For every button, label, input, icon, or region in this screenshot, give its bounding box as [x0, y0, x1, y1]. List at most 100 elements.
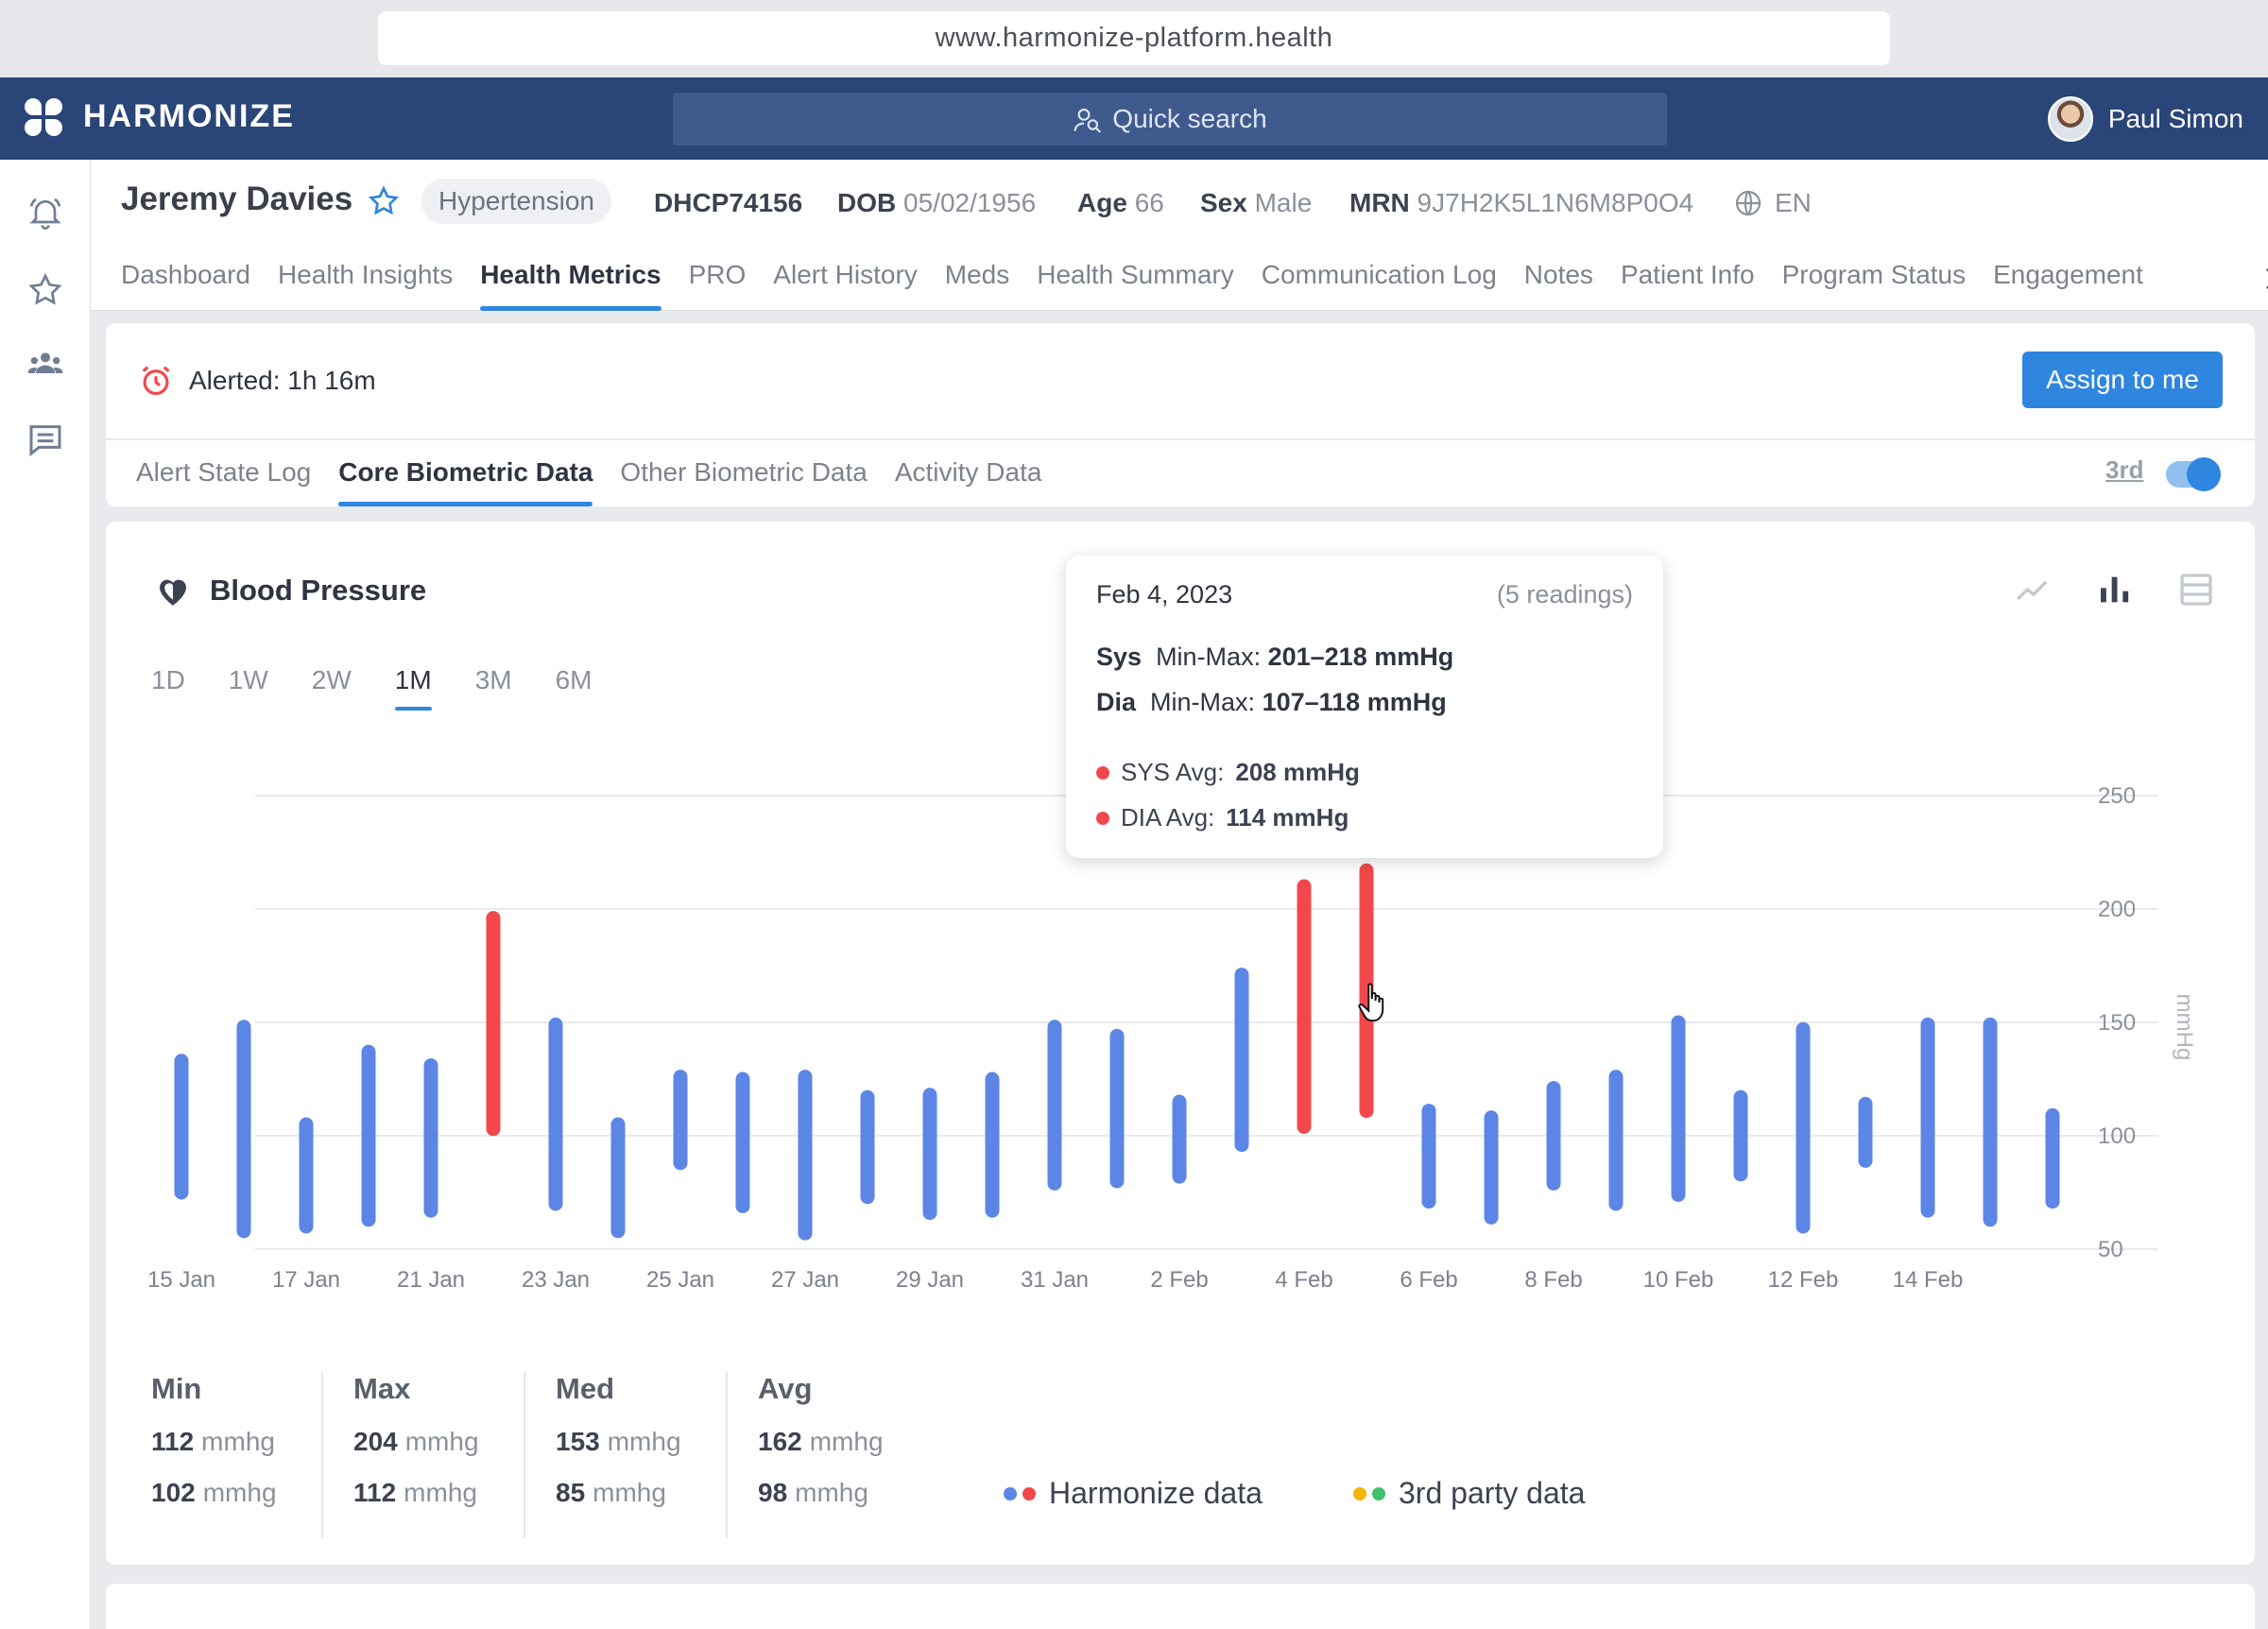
chart-title: Blood Pressure — [153, 571, 426, 610]
stat-divider — [524, 1372, 525, 1538]
range-1m[interactable]: 1M — [394, 665, 432, 711]
tab-program-status[interactable]: Program Status — [1781, 260, 1967, 289]
tab-communication-log[interactable]: Communication Log — [1261, 260, 1497, 289]
alert-text: Alerted: 1h 16m — [189, 366, 376, 395]
tab-pro[interactable]: PRO — [688, 260, 747, 289]
chart-title-text: Blood Pressure — [210, 574, 427, 607]
x-tick-label: 4 Feb — [1275, 1267, 1332, 1293]
condition-badge: Hypertension — [421, 179, 611, 224]
tab-meds[interactable]: Meds — [944, 260, 1010, 289]
assign-to-me-button[interactable]: Assign to me — [2022, 352, 2223, 408]
x-tick-label: 27 Jan — [771, 1267, 839, 1293]
x-tick-label: 12 Feb — [1768, 1267, 1839, 1293]
user-menu[interactable]: Paul Simon — [2047, 96, 2243, 142]
tooltip-sys-avg: SYS Avg: 208 mmHg — [1096, 758, 1360, 787]
globe-icon — [1735, 190, 1761, 216]
hand-cursor-icon — [1358, 983, 1384, 1022]
tab-health-metrics[interactable]: Health Metrics — [480, 260, 662, 311]
stat-divider — [726, 1372, 728, 1538]
subtab-core-biometric-data[interactable]: Core Biometric Data — [338, 457, 593, 506]
stat-min: Min 112 mmhg 102 mmhg — [151, 1372, 340, 1538]
search-placeholder: Quick search — [1112, 104, 1267, 133]
tab-alert-history[interactable]: Alert History — [773, 260, 918, 289]
alarm-clock-icon — [142, 366, 170, 396]
quick-search-input[interactable]: Quick search — [673, 93, 1667, 146]
time-range-selector: 1D 1W 2W 1M 3M 6M — [151, 665, 636, 711]
user-search-icon — [1074, 108, 1102, 133]
subtab-activity-data[interactable]: Activity Data — [894, 457, 1042, 487]
app-bar: HARMONIZE Quick search Paul Simon — [0, 77, 2268, 160]
address-bar[interactable]: www.harmonize-platform.health — [378, 11, 1890, 65]
x-tick-label: 6 Feb — [1400, 1267, 1457, 1293]
table-view-icon[interactable] — [2177, 571, 2215, 609]
legend-harmonize-label: Harmonize data — [1049, 1476, 1263, 1510]
x-tick-label: 8 Feb — [1524, 1267, 1582, 1293]
line-chart-icon[interactable] — [2015, 571, 2053, 609]
tab-patient-info[interactable]: Patient Info — [1620, 260, 1755, 289]
stat-label: Avg — [758, 1372, 813, 1405]
stat-dia: 112 mmhg — [353, 1478, 477, 1507]
brand-name: HARMONIZE — [83, 98, 295, 134]
stat-sys: 112 mmhg — [151, 1427, 275, 1456]
range-3m[interactable]: 3M — [474, 665, 512, 694]
star-icon[interactable] — [26, 271, 64, 309]
patient-id: DHCP74156 — [654, 188, 803, 217]
x-tick-label: 23 Jan — [522, 1267, 590, 1293]
stat-divider — [321, 1372, 323, 1538]
range-6m[interactable]: 6M — [555, 665, 593, 694]
y-tick-label: 250 — [2098, 783, 2136, 809]
patients-group-icon[interactable] — [26, 345, 64, 383]
patient-tabs: Dashboard Health Insights Health Metrics PR… — [121, 260, 2171, 311]
third-party-toggle[interactable] — [2166, 457, 2221, 491]
legend-harmonize: Harmonize data — [1004, 1476, 1263, 1511]
tooltip-sys-range: Sys Min-Max: 201–218 mmHg — [1096, 643, 1454, 671]
patient-sex: Sex Male — [1200, 188, 1313, 217]
patient-age: Age 66 — [1077, 188, 1164, 217]
patient-dob: DOB 05/02/1956 — [837, 188, 1037, 217]
range-1d[interactable]: 1D — [151, 665, 185, 694]
x-tick-label: 17 Jan — [272, 1267, 340, 1293]
tooltip-dia-range: Dia Min-Max: 107–118 mmHg — [1096, 688, 1447, 716]
avatar — [2047, 96, 2093, 142]
x-tick-label: 21 Jan — [397, 1267, 465, 1293]
messages-icon[interactable] — [26, 420, 64, 458]
x-tick-label: 2 Feb — [1150, 1267, 1208, 1293]
x-tick-label: 10 Feb — [1643, 1267, 1714, 1293]
third-party-icon: 3rd — [2105, 455, 2144, 484]
y-tick-label: 200 — [2098, 897, 2136, 922]
data-subtabs: Alert State Log Core Biometric Data Other … — [136, 457, 1069, 506]
alert-card: Alerted: 1h 16m Assign to me Alert State… — [106, 323, 2255, 506]
chart-tooltip: Feb 4, 2023 (5 readings) Sys Min-Max: 20… — [1066, 556, 1663, 858]
tooltip-readings-count: (5 readings) — [1496, 580, 1633, 609]
stat-sys: 204 mmhg — [353, 1427, 479, 1456]
tab-health-summary[interactable]: Health Summary — [1037, 260, 1234, 289]
bar-chart-icon[interactable] — [2096, 571, 2134, 609]
patient-name: Jeremy Davies — [121, 180, 353, 217]
blood-pressure-chart: 50 100 150 200 250 mmHg 15 Jan 17 Jan 21 Jan 23 J… — [147, 783, 2197, 1293]
stat-dia: 98 mmhg — [758, 1478, 868, 1507]
range-1w[interactable]: 1W — [228, 665, 268, 694]
stat-med: Med 153 mmhg 85 mmhg — [556, 1372, 745, 1538]
tab-notes[interactable]: Notes — [1523, 260, 1593, 289]
stat-dia: 102 mmhg — [151, 1478, 277, 1507]
bell-alert-icon[interactable] — [26, 194, 64, 231]
alert-status: Alerted: 1h 16m — [138, 363, 376, 399]
tooltip-date: Feb 4, 2023 — [1096, 580, 1233, 609]
subtab-alert-state-log[interactable]: Alert State Log — [136, 457, 312, 487]
tab-dashboard[interactable]: Dashboard — [121, 260, 250, 289]
y-tick-label: 150 — [2098, 1010, 2136, 1036]
x-tick-label: 25 Jan — [646, 1267, 714, 1293]
favorite-star-icon[interactable] — [367, 184, 401, 218]
range-2w[interactable]: 2W — [311, 665, 352, 694]
legend-third-party: 3rd party data — [1353, 1476, 1585, 1511]
subtab-other-biometric-data[interactable]: Other Biometric Data — [620, 457, 868, 487]
stat-sys: 162 mmhg — [758, 1427, 884, 1456]
x-tick-label: 31 Jan — [1021, 1267, 1089, 1293]
language-selector[interactable]: EN — [1733, 188, 1812, 218]
tab-health-insights[interactable]: Health Insights — [277, 260, 454, 289]
legend-third-party-label: 3rd party data — [1399, 1476, 1586, 1510]
stat-dia: 85 mmhg — [556, 1478, 666, 1507]
tab-engagement[interactable]: Engagement — [1993, 260, 2143, 289]
chevron-right-icon[interactable] — [2255, 262, 2268, 296]
sidebar — [0, 160, 91, 1629]
